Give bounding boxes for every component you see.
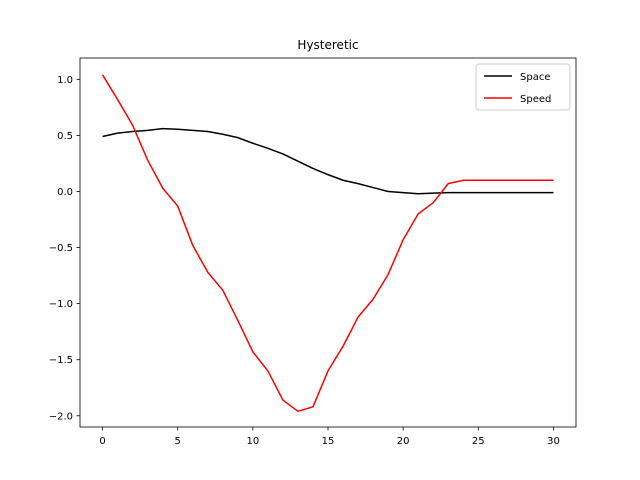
series-line-space (102, 127, 554, 195)
plot-background (80, 58, 576, 427)
axes-frame: 0 5 10 15 20 25 30 1.0 0.5 0.0 −0.5 −1.0 −1.5 −2.0 (49, 57, 577, 447)
x-tick-label: 0 (99, 436, 105, 447)
legend-label-speed: Speed (520, 94, 551, 105)
y-tick-label: −1.5 (49, 355, 73, 366)
y-tick-label: 0.0 (57, 187, 73, 198)
series-line-speed (101, 74, 554, 413)
y-tick-label: −1.0 (49, 299, 73, 310)
legend: Space Speed (475, 63, 571, 111)
y-tick-label: −2.0 (49, 411, 73, 422)
x-tick-label: 25 (472, 436, 485, 447)
y-tick-label: −0.5 (49, 243, 73, 254)
y-tick-label: 0.5 (57, 131, 73, 142)
y-tick-label: 1.0 (57, 75, 73, 86)
x-tick-label: 30 (547, 436, 560, 447)
x-tick-label: 10 (246, 436, 259, 447)
series-layer (101, 74, 554, 413)
x-tick-label: 5 (175, 436, 181, 447)
chart-title: Hysteretic (297, 38, 358, 52)
legend-label-space: Space (520, 72, 550, 83)
x-tick-label: 20 (397, 436, 410, 447)
x-tick-label: 15 (322, 436, 335, 447)
plot-area (80, 58, 576, 427)
